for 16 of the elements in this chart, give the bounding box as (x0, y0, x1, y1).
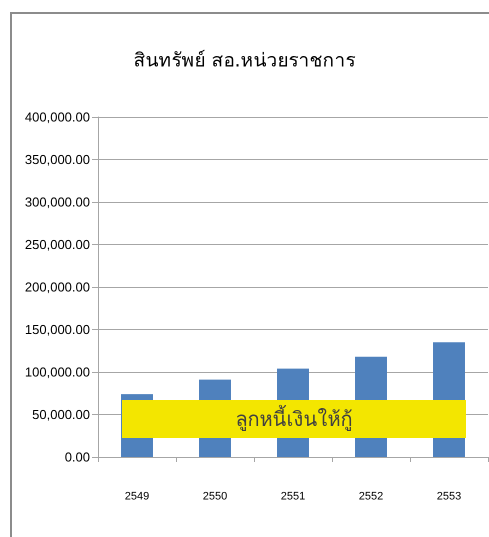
x-tick-label: 2551 (280, 490, 306, 502)
annotation: ลูกหนี้เงินให้กู้ (236, 404, 352, 433)
y-tick-label: 300,000.00 (24, 194, 90, 210)
y-tick-label: 200,000.00 (24, 280, 90, 294)
y-tick-label: 0.00 (64, 450, 90, 464)
x-tick-label: 2550 (202, 490, 228, 502)
y-tick-label: 400,000.00 (24, 110, 90, 124)
y-tick-label: 150,000.00 (24, 322, 90, 337)
x-tick-label: 2553 (436, 490, 462, 502)
x-tick-label: 2552 (358, 490, 384, 502)
x-tick-label: 2549 (124, 490, 150, 502)
y-tick-label: 350,000.00 (24, 152, 90, 167)
y-tick-label: 100,000.00 (24, 364, 90, 380)
y-tick-label: 50,000.00 (32, 407, 90, 422)
y-tick-label: 250,000.00 (24, 237, 90, 252)
chart-title: สินทรัพย์ สอ.หน่วยราชการ (133, 50, 356, 72)
